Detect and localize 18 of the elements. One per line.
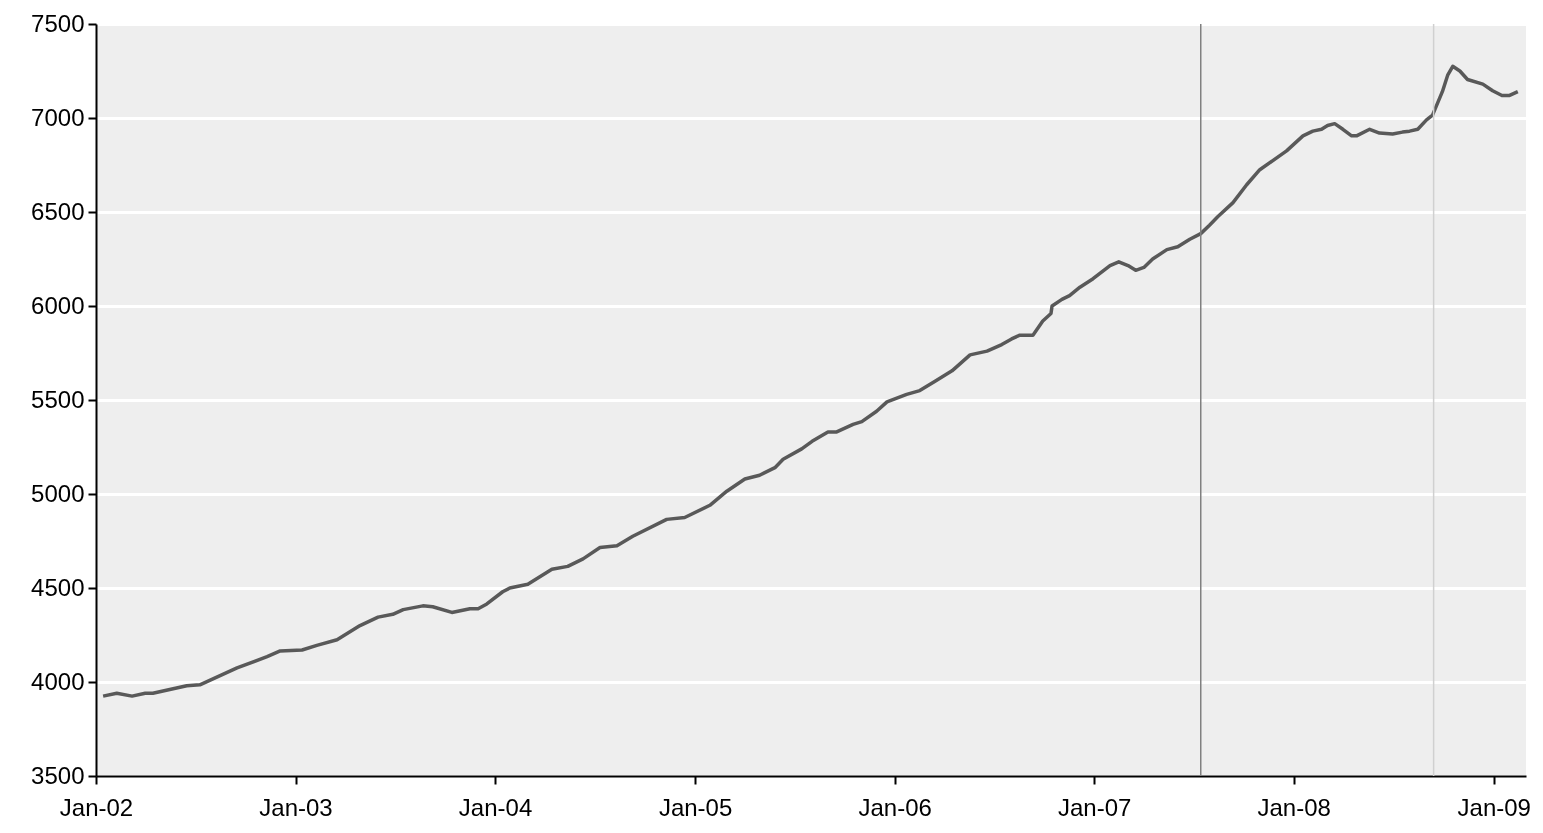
y-tick-label: 5000	[31, 479, 85, 507]
y-tick-label: 3500	[31, 761, 85, 789]
x-tick-label: Jan-02	[59, 793, 134, 821]
x-tick-label: Jan-03	[259, 793, 333, 821]
x-tick-label: Jan-05	[658, 793, 733, 821]
x-tick-label: Jan-07	[1057, 793, 1132, 821]
y-tick-label: 4500	[31, 573, 85, 601]
y-tick-label: 7000	[31, 103, 85, 131]
x-tick-label: Jan-04	[458, 793, 533, 821]
y-tick-label: 5500	[31, 385, 85, 413]
y-tick-label: 6000	[31, 291, 85, 319]
x-tick-label: Jan-09	[1457, 793, 1531, 821]
y-tick-label: 4000	[31, 667, 85, 695]
x-tick-label: Jan-08	[1257, 793, 1331, 821]
y-tick-label: 6500	[31, 197, 85, 225]
line-series	[101, 64, 1520, 698]
y-tick-label: 7500	[31, 9, 85, 37]
x-tick-label: Jan-06	[858, 793, 932, 821]
